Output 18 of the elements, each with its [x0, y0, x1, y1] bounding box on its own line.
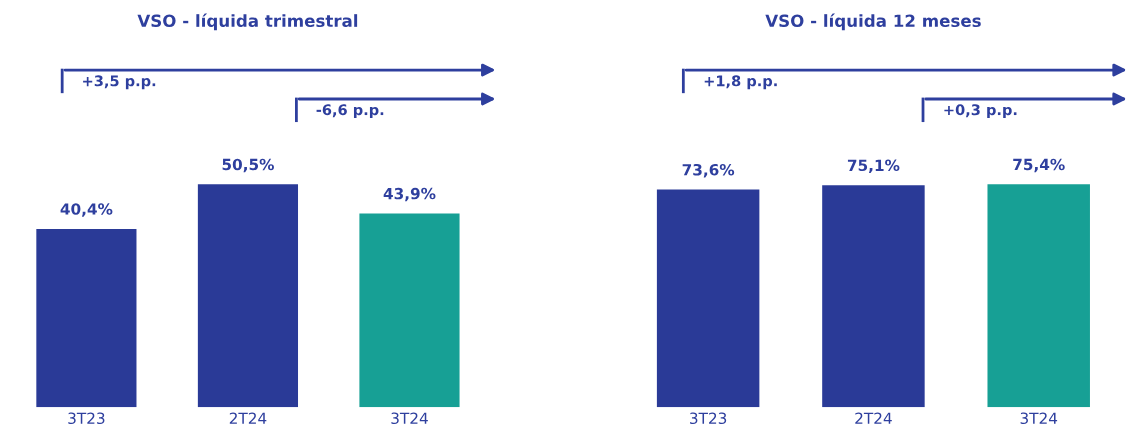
data-label: 43,9%: [383, 187, 436, 202]
x-tick-label: 3T23: [690, 412, 727, 425]
data-label: 73,6%: [682, 163, 735, 178]
text: -6,6 p.p.: [316, 104, 384, 119]
chart-title: VSO - líquida trimestral: [137, 13, 358, 31]
x-tick-label: 3T23: [68, 412, 105, 425]
x-tick-label: 3T24: [391, 412, 428, 425]
x-tick-label: 2T24: [229, 412, 267, 424]
data-label: 75,1%: [847, 159, 900, 174]
data-label: 75,4%: [1013, 158, 1065, 173]
text: +0,3 p.p.: [944, 104, 1017, 119]
text: +1,8 p.p.: [704, 75, 777, 90]
text: +3,5 p.p.: [83, 75, 156, 90]
x-tick-label: 3T24: [1020, 412, 1058, 425]
x-tick-label: 2T24: [855, 412, 892, 424]
data-label: 50,5%: [222, 158, 274, 173]
chart-title: VSO - líquida 12 meses: [765, 13, 981, 31]
data-label: 40,4%: [60, 203, 113, 217]
